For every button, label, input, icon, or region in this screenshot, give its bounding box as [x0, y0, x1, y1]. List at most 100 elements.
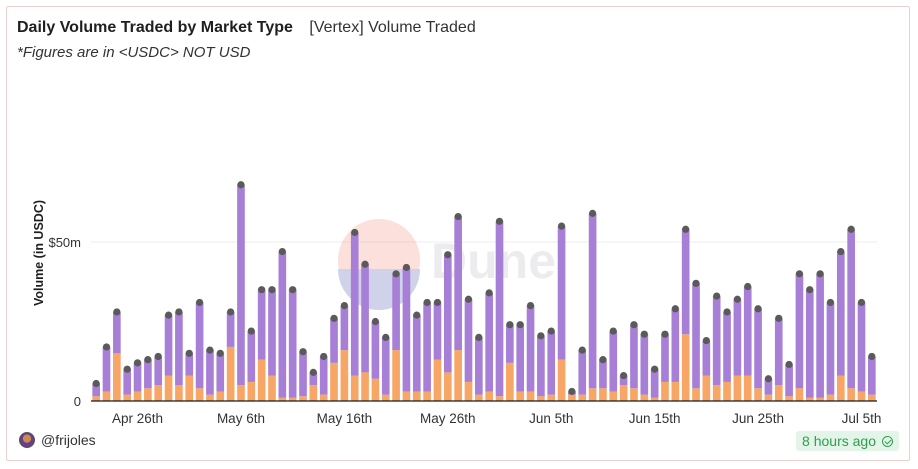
- perp-bar: [402, 267, 411, 392]
- watermark-text: Dune: [431, 233, 556, 289]
- total-marker: [289, 286, 297, 294]
- total-marker: [340, 302, 348, 310]
- spot-bar: [526, 391, 535, 401]
- total-marker: [599, 356, 607, 364]
- spot-bar: [92, 396, 100, 401]
- spot-bar: [847, 388, 855, 401]
- spot-bar: [754, 388, 762, 401]
- total-marker: [102, 343, 111, 351]
- spot-bar: [381, 394, 390, 401]
- perp-bar: [692, 283, 700, 389]
- total-marker: [713, 292, 721, 300]
- total-marker: [702, 336, 710, 345]
- total-marker: [744, 282, 752, 291]
- perp-bar: [485, 292, 493, 392]
- total-marker: [557, 222, 566, 230]
- x-tick-label: May 16th: [317, 411, 373, 426]
- x-tick-label: May 6th: [217, 411, 265, 426]
- perp-bar: [826, 302, 835, 395]
- spot-bar: [630, 388, 638, 401]
- perp-bar: [164, 315, 173, 376]
- total-marker: [806, 286, 814, 294]
- spot-bar: [640, 394, 649, 401]
- spot-bar: [723, 381, 731, 401]
- spot-bar: [123, 394, 132, 401]
- perp-bar: [547, 331, 556, 395]
- total-marker: [692, 279, 700, 287]
- total-marker: [371, 317, 380, 326]
- x-tick-label: Apr 26th: [112, 411, 163, 426]
- total-marker: [144, 356, 152, 364]
- spot-bar: [133, 391, 142, 401]
- perp-bar: [836, 251, 845, 376]
- total-marker: [495, 217, 504, 225]
- perp-bar: [619, 375, 628, 386]
- perp-bar: [557, 226, 566, 360]
- spot-bar: [361, 372, 369, 401]
- perp-bar: [537, 335, 545, 397]
- author-credit[interactable]: @frijoles: [19, 432, 96, 448]
- total-marker: [454, 212, 462, 221]
- perp-bar: [764, 378, 773, 395]
- spot-bar: [795, 388, 804, 401]
- author-name: @frijoles: [41, 432, 96, 448]
- total-marker: [661, 330, 669, 338]
- perp-bar: [857, 302, 866, 392]
- spot-bar: [609, 391, 618, 401]
- spot-bar: [412, 391, 421, 401]
- total-marker: [568, 387, 576, 396]
- perp-bar: [247, 331, 256, 382]
- spot-bar: [547, 394, 556, 401]
- total-marker: [485, 289, 493, 297]
- spot-bar: [288, 397, 297, 401]
- updated-text: 8 hours ago: [802, 433, 876, 449]
- total-marker: [278, 247, 286, 256]
- total-marker: [330, 314, 338, 322]
- spot-bar: [350, 375, 359, 401]
- spot-bar: [319, 394, 328, 401]
- perp-bar: [774, 318, 783, 386]
- perp-bar: [216, 353, 225, 392]
- spot-bar: [330, 362, 338, 401]
- spot-bar: [557, 359, 566, 401]
- spot-bar: [371, 378, 380, 401]
- perp-bar: [226, 311, 235, 347]
- chart-title: Daily Volume Traded by Market Type: [17, 19, 293, 36]
- perp-bar: [133, 362, 142, 392]
- spot-bar: [144, 388, 152, 401]
- total-marker: [227, 308, 235, 316]
- spot-bar: [392, 350, 400, 401]
- perp-bar: [578, 350, 587, 395]
- total-marker: [547, 327, 555, 335]
- total-marker: [620, 371, 628, 380]
- spot-bar: [443, 372, 452, 401]
- total-marker: [123, 365, 131, 373]
- perp-bar: [433, 302, 442, 360]
- perp-bar: [785, 364, 793, 397]
- query-name-link[interactable]: [Vertex] Volume Traded: [309, 19, 476, 36]
- perp-bar: [195, 302, 204, 389]
- spot-bar: [774, 385, 783, 401]
- total-marker: [444, 251, 452, 259]
- perp-bar: [206, 350, 214, 395]
- perp-bar: [175, 311, 183, 386]
- perp-bar: [185, 353, 194, 376]
- total-marker: [464, 295, 473, 303]
- total-marker: [723, 308, 731, 316]
- spot-bar: [805, 397, 814, 401]
- total-marker: [154, 352, 162, 361]
- total-marker: [206, 346, 214, 354]
- total-marker: [195, 298, 204, 307]
- perp-bar: [361, 264, 369, 373]
- spot-bar: [733, 375, 742, 401]
- perp-bar: [454, 216, 462, 351]
- spot-bar: [175, 385, 183, 401]
- total-marker: [816, 270, 824, 278]
- spot-bar: [216, 391, 225, 401]
- spot-bar: [475, 394, 483, 401]
- spot-bar: [464, 381, 473, 401]
- total-marker: [133, 359, 142, 367]
- spot-bar: [692, 388, 700, 401]
- total-marker: [113, 308, 121, 316]
- spot-bar: [423, 391, 431, 401]
